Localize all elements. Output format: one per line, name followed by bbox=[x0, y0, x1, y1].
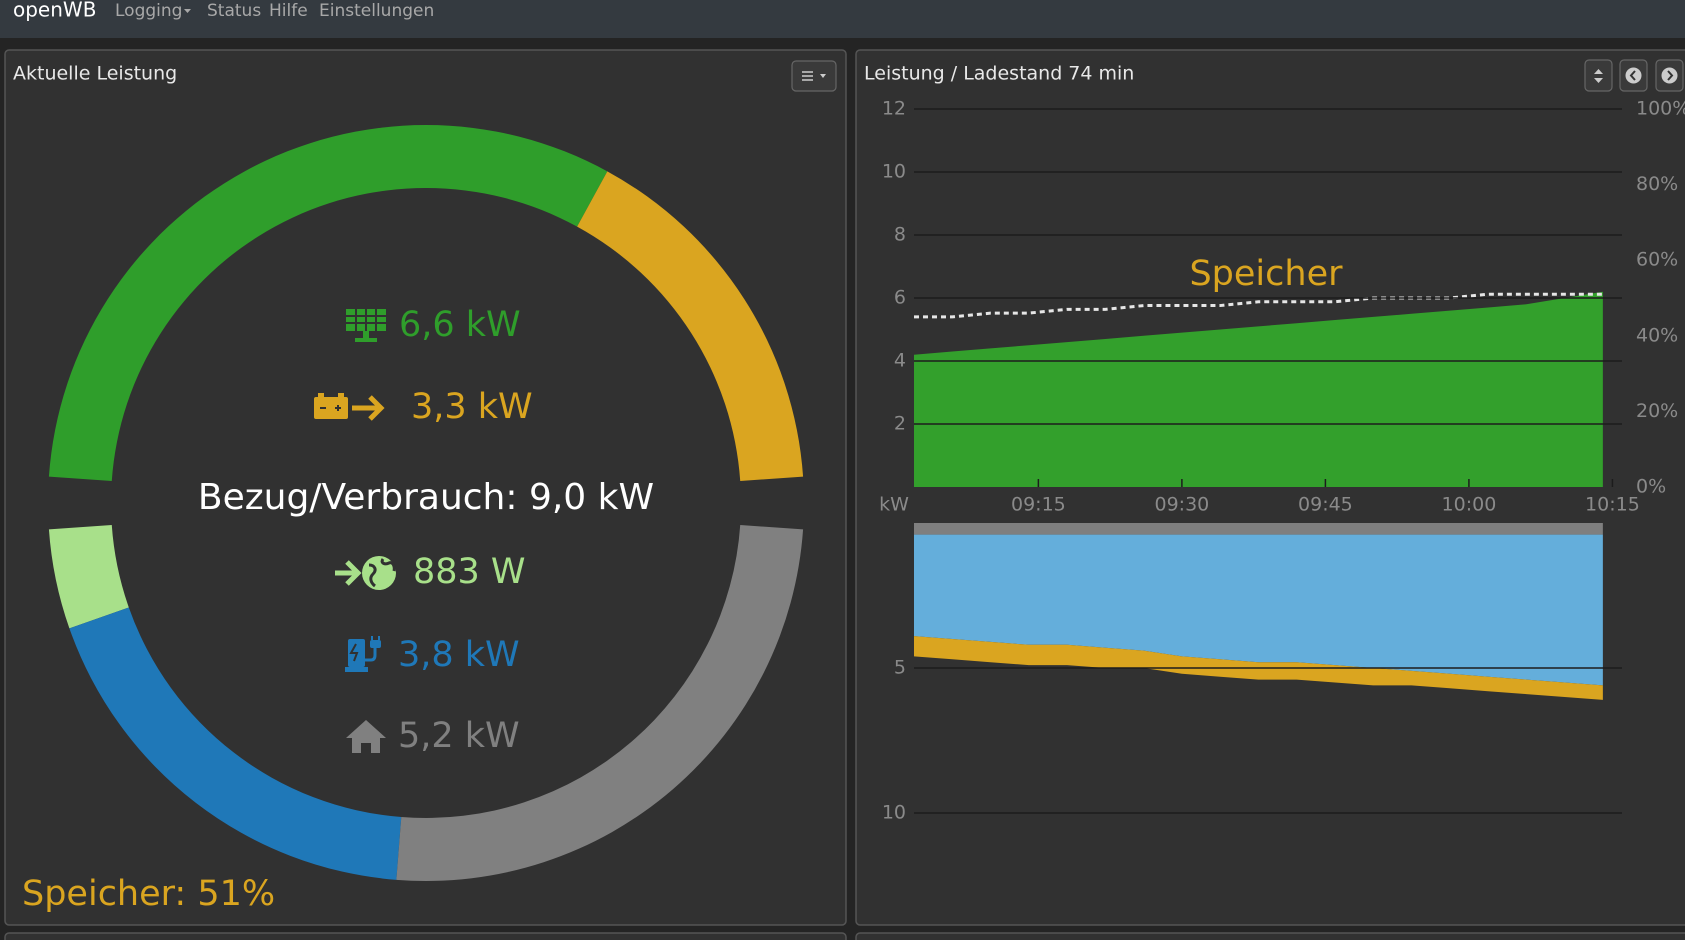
y-tick-label: 12 bbox=[882, 98, 906, 120]
donut-segment bbox=[48, 125, 608, 482]
panel-title: Leistung / Ladestand 74 min bbox=[864, 63, 1134, 85]
power-value: 3,8 kW bbox=[398, 635, 520, 675]
nav-einstellungen[interactable]: Einstellungen bbox=[319, 1, 434, 21]
y2-tick-label: 40% bbox=[1636, 324, 1678, 346]
back-arrow bbox=[1629, 70, 1636, 81]
y-tick-label: 6 bbox=[894, 287, 906, 309]
soc-line bbox=[914, 292, 1603, 319]
annotation: Speicher bbox=[1189, 254, 1343, 294]
grid-icon bbox=[335, 556, 396, 590]
dropdown-caret bbox=[184, 9, 191, 13]
nav-hilfe[interactable]: Hilfe bbox=[269, 1, 308, 21]
chart-panel bbox=[855, 49, 1685, 926]
sort-icon bbox=[1594, 69, 1603, 83]
x-tick-label: 09:30 bbox=[1155, 494, 1210, 516]
nav-status[interactable]: Status bbox=[207, 1, 261, 21]
y-tick-label: 10 bbox=[882, 161, 906, 183]
donut-segment bbox=[69, 607, 402, 880]
area bbox=[914, 523, 1603, 535]
menu-button[interactable] bbox=[791, 60, 837, 92]
power-value: 3,3 kW bbox=[411, 387, 533, 427]
y-tick-label: 5 bbox=[894, 657, 906, 679]
forward-icon bbox=[1661, 67, 1678, 84]
x-tick-label: 09:15 bbox=[1011, 494, 1066, 516]
menu-icon bbox=[802, 71, 813, 81]
forward-arrow bbox=[1667, 70, 1674, 81]
area bbox=[914, 534, 1603, 686]
battery-soc: Speicher: 51% bbox=[22, 874, 275, 914]
x-tick-label: 09:45 bbox=[1298, 494, 1353, 516]
y-tick-label: 2 bbox=[894, 413, 906, 435]
y2-tick-label: 20% bbox=[1636, 400, 1678, 422]
center-label: Bezug/Verbrauch: 9,0 kW bbox=[198, 477, 654, 518]
x-tick-label: 10:15 bbox=[1585, 494, 1640, 516]
next-panel bbox=[855, 932, 1685, 940]
y2-tick-label: 100% bbox=[1636, 98, 1685, 120]
sort-button[interactable] bbox=[1584, 59, 1613, 92]
brand[interactable]: openWB bbox=[13, 0, 96, 22]
donut-segment bbox=[396, 524, 804, 881]
panel-title: Aktuelle Leistung bbox=[13, 63, 177, 85]
x-tick-label: 10:00 bbox=[1442, 494, 1497, 516]
donut-segment bbox=[577, 171, 804, 482]
power-value: 5,2 kW bbox=[398, 716, 520, 756]
nav-logging[interactable]: Logging bbox=[115, 1, 182, 21]
y-tick-label: 10 bbox=[882, 802, 906, 824]
y-tick-label: 8 bbox=[894, 224, 906, 246]
y2-tick-label: 0% bbox=[1636, 476, 1666, 498]
charger-icon bbox=[345, 636, 381, 672]
battery-icon bbox=[314, 393, 385, 421]
y-tick-label: 4 bbox=[894, 350, 906, 372]
area bbox=[914, 291, 1603, 487]
menu-caret bbox=[820, 74, 826, 78]
house-icon bbox=[346, 720, 386, 753]
power-value: 6,6 kW bbox=[399, 305, 521, 345]
power-value: 883 W bbox=[413, 552, 526, 592]
back-icon bbox=[1625, 67, 1642, 84]
next-panel bbox=[4, 932, 847, 940]
y2-tick-label: 80% bbox=[1636, 173, 1678, 195]
navbar bbox=[0, 0, 1685, 38]
pv-icon bbox=[346, 309, 386, 342]
y-axis-label: kW bbox=[879, 494, 909, 516]
y2-tick-label: 60% bbox=[1636, 249, 1678, 271]
donut-segment bbox=[48, 524, 129, 629]
